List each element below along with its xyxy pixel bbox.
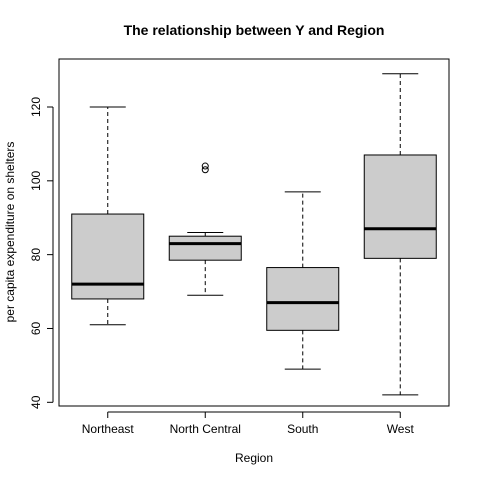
y-tick-label: 80	[29, 248, 43, 262]
x-tick-label: Northeast	[82, 422, 135, 436]
y-tick-label: 60	[29, 321, 43, 335]
y-axis: 40 60 80 100 120	[29, 97, 54, 409]
y-tick-label: 40	[29, 395, 43, 409]
box-iqr	[363, 154, 437, 259]
x-tick-label: West	[387, 422, 415, 436]
box-northeast	[71, 106, 145, 326]
boxes	[71, 73, 437, 396]
box-iqr	[71, 213, 145, 300]
x-axis: Northeast North Central South West	[82, 411, 415, 436]
box-iqr	[168, 235, 242, 261]
box-iqr	[266, 267, 340, 331]
outlier-point	[201, 162, 209, 170]
x-axis-label: Region	[235, 451, 273, 465]
outlier-point	[201, 166, 209, 174]
y-tick-label: 120	[29, 97, 43, 117]
box-south	[266, 191, 340, 370]
box-north-central	[168, 162, 242, 296]
chart-title: The relationship between Y and Region	[124, 22, 385, 38]
plot-frame	[58, 58, 450, 407]
x-tick-label: North Central	[170, 422, 241, 436]
y-axis-label: per capita expenditure on shelters	[3, 142, 17, 323]
y-tick-label: 100	[29, 170, 43, 190]
x-tick-label: South	[287, 422, 318, 436]
box-west	[363, 73, 437, 396]
